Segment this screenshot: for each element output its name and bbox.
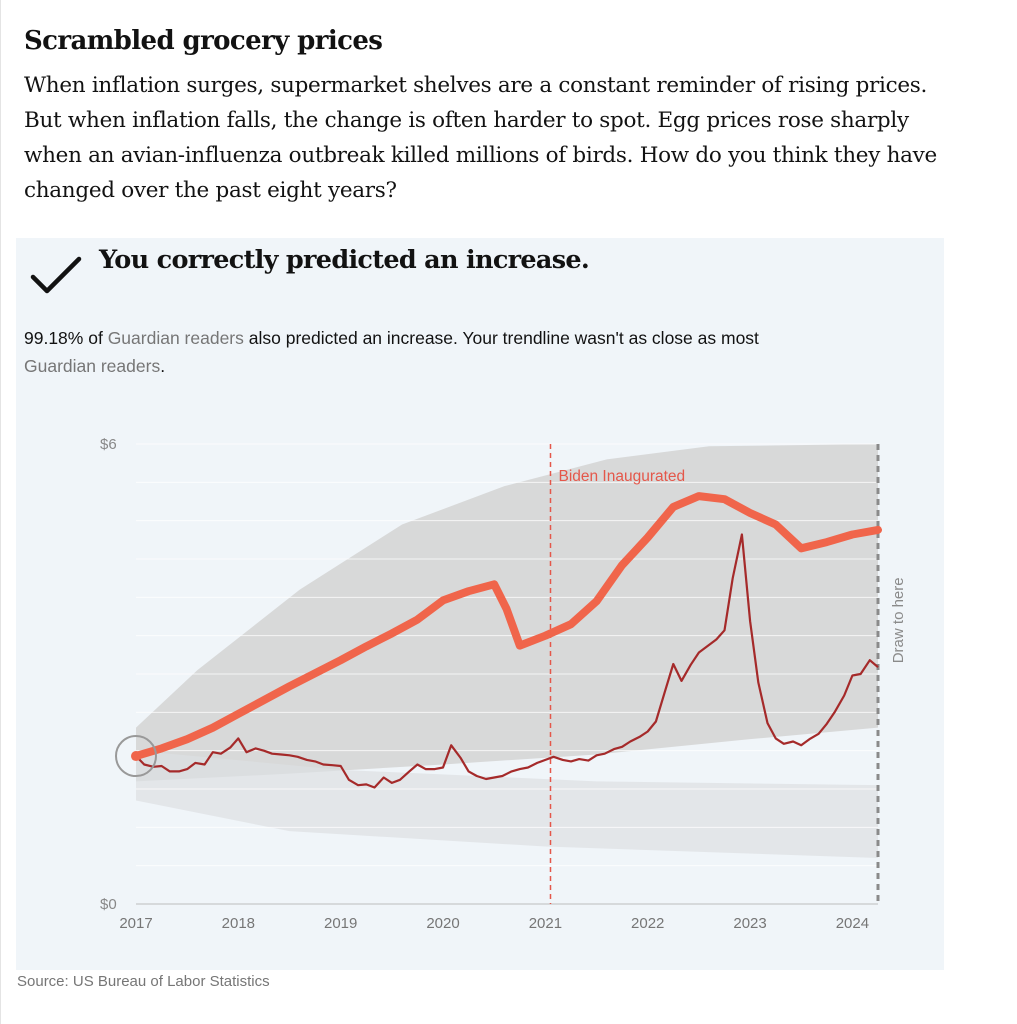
guardian-readers-label-2: Guardian readers [24,356,161,376]
x-tick-label: 2021 [529,915,562,932]
guardian-readers-label: Guardian readers [107,328,244,348]
headline: Scrambled grocery prices [24,26,383,56]
readers-summary: 99.18% of Guardian readers also predicte… [24,324,764,380]
actual-price-line [135,533,879,789]
chart-axes: $0 $6 2017 2018 2019 2020 2021 2022 2023 2024 [100,436,878,932]
x-tick-label: 2017 [119,915,152,932]
readers-middle: also predicted an increase. Your trendli… [243,328,759,348]
y-tick-label: $0 [100,896,117,913]
start-point-ring [115,735,157,778]
checkmark-icon [30,256,82,294]
x-tick-label: 2019 [324,915,357,932]
draw-to-here-label: Draw to here [890,577,907,663]
readers-percent: 99.18% [24,328,84,348]
x-tick-label: 2022 [631,915,664,932]
x-tick-label: 2023 [733,915,766,932]
y-tick-label: $6 [100,436,117,453]
chart-gridlines [136,443,878,867]
readers-end: . [160,356,166,376]
chart-annotations: Biden Inaugurated Draw to here [549,444,907,904]
biden-inaugurated-label: Biden Inaugurated [558,468,685,485]
user-prediction-line [132,492,882,760]
standfirst: When inflation surges, supermarket shelv… [24,73,937,203]
result-message: You correctly predicted an increase. [99,245,590,275]
chart-series [115,492,882,789]
reader-guess-band [136,444,878,858]
source-note: Source: US Bureau of Labor Statistics [17,973,270,990]
start-point-dot [131,751,141,762]
readers-of: of [83,328,108,348]
reader-band-lower [136,750,878,858]
x-tick-label: 2018 [222,915,255,932]
x-tick-label: 2024 [836,915,869,932]
left-rule [0,0,1,1024]
x-tick-label: 2020 [426,915,459,932]
